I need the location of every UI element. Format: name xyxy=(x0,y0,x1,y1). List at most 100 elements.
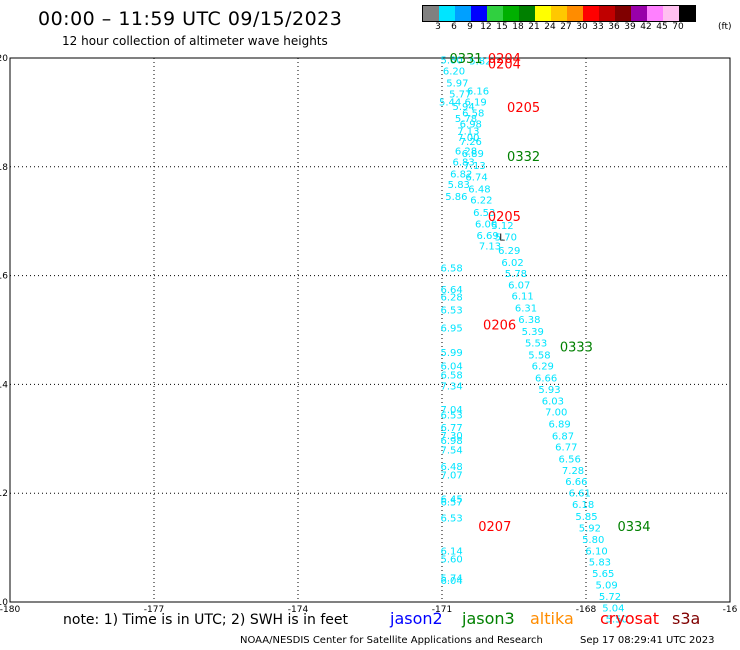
wave-height-value: 5.74 xyxy=(440,574,462,585)
wave-height-value: 6.19 xyxy=(464,98,486,109)
wave-height-value: 6.00 xyxy=(475,219,497,230)
wave-height-value: 5.70 xyxy=(495,232,517,243)
legend-tick-label: 30 xyxy=(576,22,588,32)
wave-height-value: 5.83 xyxy=(448,180,470,191)
wave-height-value: 5.83 xyxy=(589,558,611,569)
y-tick-label: 20 xyxy=(0,54,8,64)
wave-height-value: 5.04 xyxy=(602,603,624,614)
wave-height-value: 6.56 xyxy=(559,454,581,465)
wave-height-value: 6.10 xyxy=(585,546,607,557)
wave-height-value: 7.13 xyxy=(457,126,479,137)
legend-s3a: s3a xyxy=(672,609,701,628)
legend-tick-label: 70 xyxy=(672,22,684,32)
legend-tick-label: 45 xyxy=(656,22,668,32)
legend-swatch-13 xyxy=(631,6,647,21)
wave-height-value: 6.29 xyxy=(498,246,520,257)
wave-height-value: 6.98 xyxy=(460,119,482,130)
legend-tick-label: 42 xyxy=(640,22,652,32)
color-legend-bar xyxy=(422,5,696,22)
wave-height-value: 5.12 xyxy=(491,221,513,232)
legend-swatch-9 xyxy=(567,6,583,21)
wave-height-value: 6.61 xyxy=(569,489,591,500)
wave-height-value: 6.53 xyxy=(473,208,495,219)
x-tick-label: -16 xyxy=(723,605,738,615)
wave-height-value: 5.93 xyxy=(538,385,560,396)
x-tick-label: -168 xyxy=(576,605,597,615)
pass-number-label: 0205 xyxy=(488,210,521,225)
legend-swatch-5 xyxy=(503,6,519,21)
wave-height-value: 7.30 xyxy=(440,431,462,442)
wave-height-value: 6.38 xyxy=(518,315,540,326)
legend-tick-label: 21 xyxy=(528,22,540,32)
wave-height-value: 6.66 xyxy=(565,477,587,488)
y-tick-label: 12 xyxy=(0,489,8,499)
wave-height-value: 6.53 xyxy=(440,514,462,525)
legend-swatch-15 xyxy=(663,6,679,21)
legend-swatch-1 xyxy=(439,6,455,21)
legend-swatch-4 xyxy=(487,6,503,21)
legend-tick-label: 39 xyxy=(624,22,636,32)
wave-height-value: 6.58 xyxy=(440,371,462,382)
chart-title: 00:00 – 11:59 UTC 09/15/2023 xyxy=(38,8,343,30)
wave-height-value: 5.44 xyxy=(439,98,461,109)
wave-height-value: 7.34 xyxy=(440,381,462,392)
wave-height-value: 5.97 xyxy=(446,78,468,89)
legend-jason3: jason3 xyxy=(462,609,515,628)
wave-height-value: 6.14 xyxy=(440,546,462,557)
wave-height-value: 6.87 xyxy=(552,432,574,443)
x-tick-label: -177 xyxy=(144,605,164,615)
wave-height-value: 6.18 xyxy=(572,500,594,511)
wave-height-value: 5.09 xyxy=(596,581,618,592)
wave-height-value: 5.58 xyxy=(528,350,550,361)
pass-number-label: 0332 xyxy=(507,150,540,165)
wave-height-value: 5.78 xyxy=(455,114,477,125)
wave-height-value: 6.20 xyxy=(443,67,465,78)
legend-tick-label: 3 xyxy=(435,22,441,32)
chart-subtitle: 12 hour collection of altimeter wave hei… xyxy=(62,34,328,48)
wave-height-value: 6.82 xyxy=(450,169,472,180)
legend-altika: altika xyxy=(530,609,574,628)
wave-height-value: 7.04 xyxy=(440,405,462,416)
y-tick-label: 16 xyxy=(0,272,8,282)
y-tick-label: 10 xyxy=(0,598,8,608)
footer-note: note: 1) Time is in UTC; 2) SWH is in fe… xyxy=(63,612,349,628)
wave-height-value: 6.89 xyxy=(548,420,570,431)
legend-swatch-3 xyxy=(471,6,487,21)
legend-tick-label: 18 xyxy=(512,22,524,32)
legend-tick-label: 9 xyxy=(467,22,473,32)
wave-height-value: 5.77 xyxy=(449,89,471,100)
color-legend-labels: 3 6 9 12 15 18 21 24 27 30 33 36 39 42 45 70 xyxy=(422,22,732,34)
wave-height-value: 6.57 xyxy=(440,497,462,508)
plot-frame xyxy=(9,57,731,603)
wave-height-value: 6.53 xyxy=(440,410,462,421)
wave-height-value: 5.65 xyxy=(592,569,614,580)
legend-tick-label: 24 xyxy=(544,22,556,32)
wave-height-value: 5.92 xyxy=(579,523,601,534)
wave-height-value: 7.13 xyxy=(479,242,501,253)
wave-height-value: 5.72 xyxy=(599,592,621,603)
legend-jason2: jason2 xyxy=(390,609,443,628)
legend-swatch-10 xyxy=(583,6,599,21)
wave-height-value: 6.66 xyxy=(535,373,557,384)
wave-height-value: 6.02 xyxy=(501,258,523,269)
wave-height-value: 5.60 xyxy=(440,554,462,565)
wave-height-value: 6.16 xyxy=(467,87,489,98)
wave-height-value: 6.95 xyxy=(440,323,462,334)
x-tick-label: -174 xyxy=(288,605,309,615)
wave-height-value: 6.28 xyxy=(440,292,462,303)
wave-height-value: 6.04 xyxy=(440,576,462,587)
legend-tick-label: 27 xyxy=(560,22,572,32)
x-tick-label: -180 xyxy=(0,605,20,615)
legend-cryosat: cryosat xyxy=(600,609,660,628)
pass-number-label: 0334 xyxy=(617,520,650,535)
wave-height-value: 6.69 xyxy=(476,231,498,242)
pass-number-label: 0204 xyxy=(488,52,521,67)
wave-height-value: 6.07 xyxy=(508,280,530,291)
legend-swatch-11 xyxy=(599,6,615,21)
legend-tick-label: 33 xyxy=(592,22,604,32)
wave-height-value: 6.58 xyxy=(462,108,484,119)
wave-height-value: 6.58 xyxy=(440,263,462,274)
wave-height-value: 6.74 xyxy=(465,173,487,184)
wave-height-value: 6.89 xyxy=(462,149,484,160)
